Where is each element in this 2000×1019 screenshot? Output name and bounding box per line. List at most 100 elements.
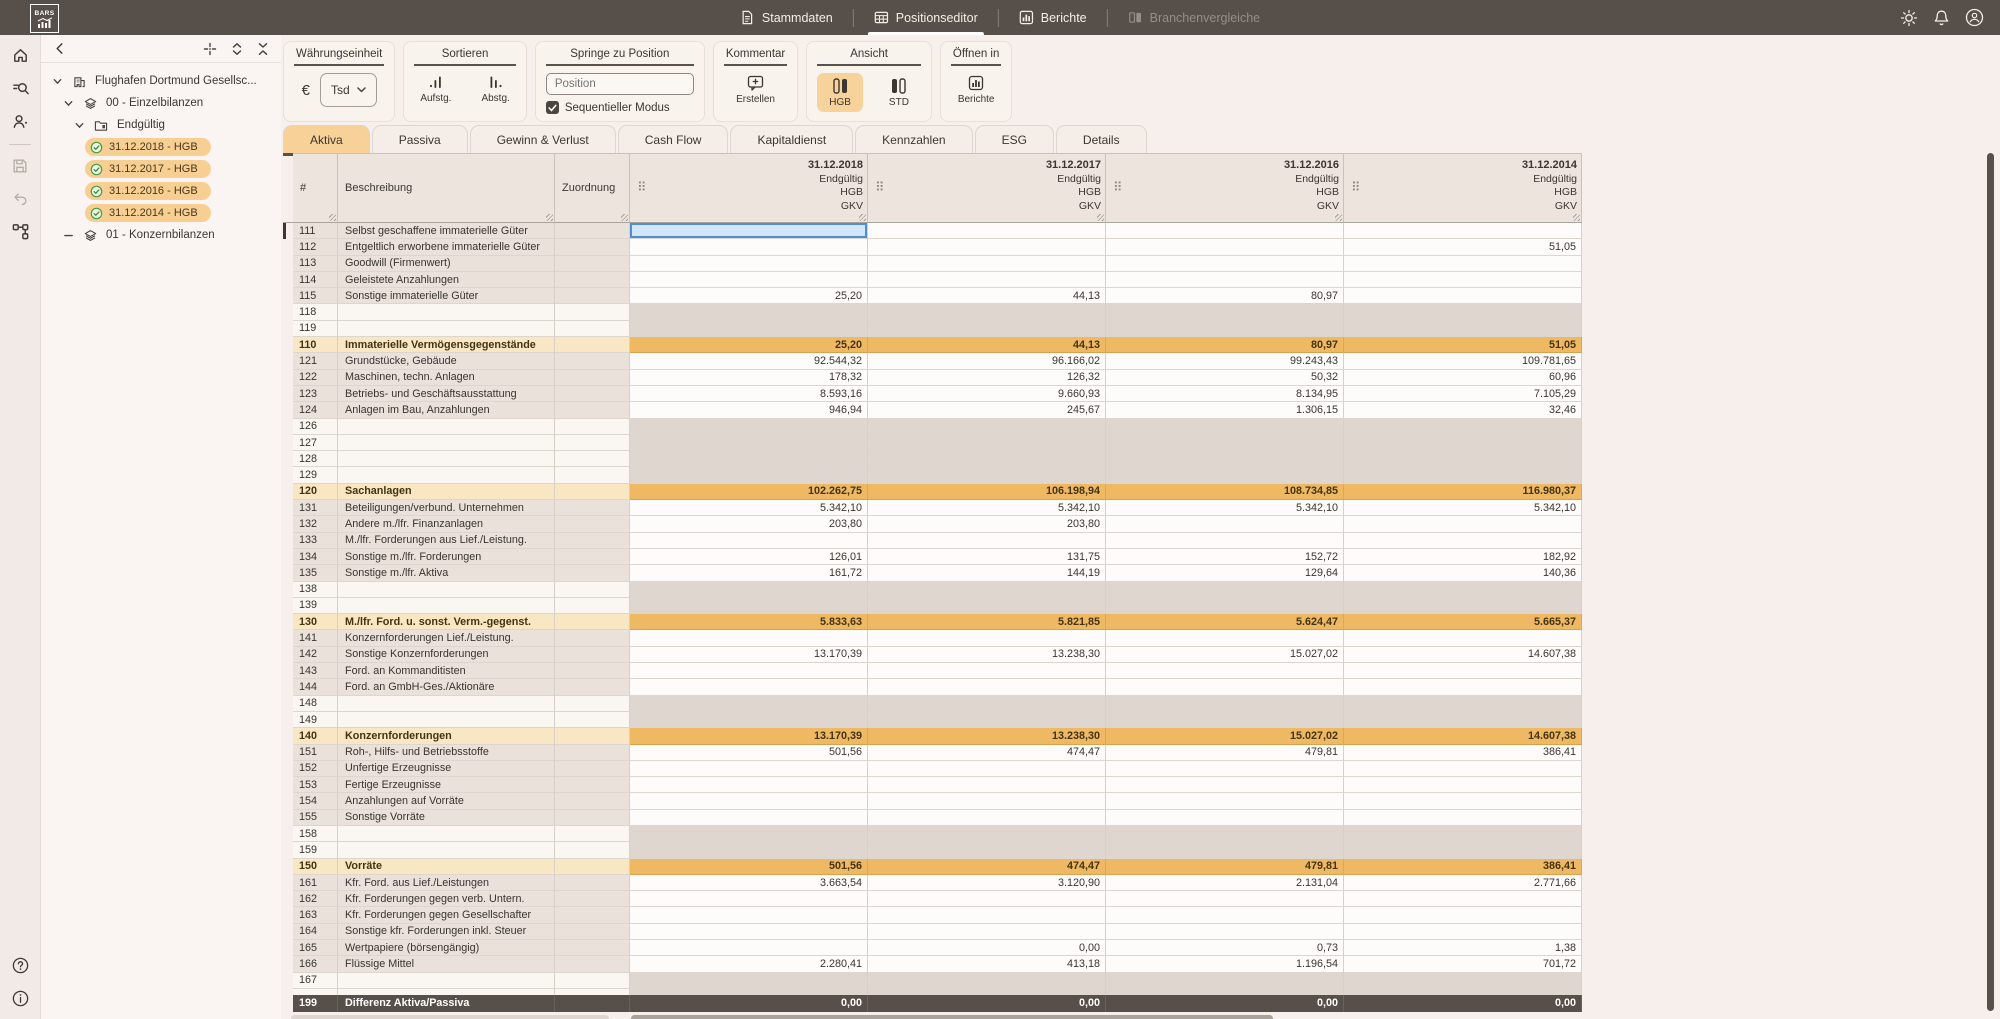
value-cell[interactable] bbox=[630, 239, 868, 256]
value-cell[interactable] bbox=[1344, 516, 1582, 533]
theme-icon[interactable] bbox=[1900, 9, 1918, 27]
value-cell[interactable]: 0,00 bbox=[630, 995, 868, 1012]
value-cell[interactable]: 131,75 bbox=[868, 548, 1106, 566]
value-cell[interactable] bbox=[630, 418, 868, 435]
value-cell[interactable] bbox=[868, 988, 1106, 995]
value-cell[interactable]: 5.342,10 bbox=[868, 500, 1106, 517]
value-cell[interactable] bbox=[1106, 923, 1344, 941]
value-cell[interactable] bbox=[630, 711, 868, 729]
bilanz-pill[interactable]: 31.12.2014 - HGB bbox=[85, 204, 211, 222]
value-cell[interactable] bbox=[1106, 842, 1344, 859]
row-zuordnung-cell[interactable] bbox=[555, 516, 630, 533]
value-cell[interactable]: 3.120,90 bbox=[868, 874, 1106, 892]
row-zuordnung-cell[interactable] bbox=[555, 337, 630, 354]
tree-item-bilanz[interactable]: 31.12.2014 - HGB bbox=[41, 202, 281, 224]
value-cell[interactable]: 701,72 bbox=[1344, 956, 1582, 973]
row-zuordnung-cell[interactable] bbox=[555, 630, 630, 647]
row-zuordnung-cell[interactable] bbox=[555, 842, 630, 859]
value-cell[interactable] bbox=[1344, 988, 1582, 995]
value-cell[interactable] bbox=[1344, 695, 1582, 712]
value-cell[interactable] bbox=[1344, 434, 1582, 452]
value-cell[interactable]: 245,67 bbox=[868, 402, 1106, 419]
value-cell[interactable]: 14.607,38 bbox=[1344, 646, 1582, 664]
value-cell[interactable]: 7.105,29 bbox=[1344, 385, 1582, 403]
value-cell[interactable] bbox=[1106, 793, 1344, 810]
tree-item-bilanz[interactable]: 31.12.2016 - HGB bbox=[41, 180, 281, 202]
value-cell[interactable] bbox=[1106, 320, 1344, 338]
row-zuordnung-cell[interactable] bbox=[555, 711, 630, 729]
tab-aktiva[interactable]: Aktiva bbox=[283, 125, 370, 156]
value-cell[interactable]: 15.027,02 bbox=[1106, 728, 1344, 745]
value-cell[interactable]: 152,72 bbox=[1106, 548, 1344, 566]
row-zuordnung-cell[interactable] bbox=[555, 385, 630, 403]
row-zuordnung-cell[interactable] bbox=[555, 728, 630, 745]
value-cell[interactable] bbox=[630, 597, 868, 615]
tree-item[interactable]: 00 - Einzelbilanzen bbox=[41, 92, 281, 114]
value-cell[interactable] bbox=[1344, 223, 1582, 240]
value-cell[interactable] bbox=[630, 940, 868, 957]
value-cell[interactable] bbox=[868, 451, 1106, 468]
home-icon[interactable] bbox=[0, 43, 40, 68]
value-cell[interactable] bbox=[630, 451, 868, 468]
column-drag-handle[interactable]: ⠿ bbox=[1351, 180, 1361, 196]
value-cell[interactable]: 0,00 bbox=[1344, 995, 1582, 1012]
value-cell[interactable]: 96.166,02 bbox=[868, 353, 1106, 370]
value-cell[interactable]: 80,97 bbox=[1106, 337, 1344, 354]
value-cell[interactable] bbox=[1344, 972, 1582, 989]
add-user-icon[interactable] bbox=[0, 109, 40, 134]
row-zuordnung-cell[interactable] bbox=[555, 239, 630, 256]
row-zuordnung-cell[interactable] bbox=[555, 663, 630, 680]
info-icon[interactable] bbox=[0, 986, 40, 1011]
value-cell[interactable]: 44,13 bbox=[868, 337, 1106, 354]
row-zuordnung-cell[interactable] bbox=[555, 565, 630, 582]
value-cell[interactable]: 32,46 bbox=[1344, 402, 1582, 419]
value-cell[interactable] bbox=[868, 809, 1106, 826]
value-cell[interactable] bbox=[868, 223, 1106, 240]
tree-item[interactable]: Flughafen Dortmund Gesellsc... bbox=[41, 70, 281, 92]
value-cell[interactable] bbox=[630, 891, 868, 908]
sort-descending-button[interactable]: Abstg. bbox=[475, 73, 515, 106]
value-cell[interactable] bbox=[1106, 891, 1344, 908]
chevron-down-icon[interactable] bbox=[60, 98, 76, 109]
value-cell[interactable] bbox=[868, 581, 1106, 598]
value-cell[interactable]: 1.196,54 bbox=[1106, 956, 1344, 973]
value-cell[interactable]: 5.821,85 bbox=[868, 614, 1106, 631]
row-zuordnung-cell[interactable] bbox=[555, 679, 630, 696]
value-cell[interactable]: 474,47 bbox=[868, 858, 1106, 875]
value-cell[interactable] bbox=[1344, 320, 1582, 338]
value-cell[interactable]: 501,56 bbox=[630, 744, 868, 761]
value-cell[interactable] bbox=[1106, 271, 1344, 289]
row-zuordnung-cell[interactable] bbox=[555, 646, 630, 664]
value-cell[interactable]: 109.781,65 bbox=[1344, 353, 1582, 370]
value-cell[interactable]: 2.131,04 bbox=[1106, 874, 1344, 892]
value-cell[interactable]: 13.170,39 bbox=[630, 646, 868, 664]
value-cell[interactable] bbox=[1106, 581, 1344, 598]
value-cell[interactable]: 2.771,66 bbox=[1344, 874, 1582, 892]
nav-berichte[interactable]: Berichte bbox=[999, 0, 1107, 35]
value-cell[interactable]: 80,97 bbox=[1106, 288, 1344, 305]
undo-icon[interactable] bbox=[0, 186, 40, 211]
tab-cash-flow[interactable]: Cash Flow bbox=[617, 125, 729, 153]
value-cell[interactable] bbox=[1344, 809, 1582, 826]
value-cell[interactable]: 178,32 bbox=[630, 369, 868, 386]
value-cell[interactable] bbox=[630, 304, 868, 321]
value-cell[interactable]: 8.593,16 bbox=[630, 385, 868, 403]
value-cell[interactable]: 99.243,43 bbox=[1106, 353, 1344, 370]
row-zuordnung-cell[interactable] bbox=[555, 369, 630, 386]
tab-kennzahlen[interactable]: Kennzahlen bbox=[855, 125, 973, 153]
value-cell[interactable] bbox=[1344, 304, 1582, 321]
value-cell[interactable] bbox=[868, 663, 1106, 680]
tab-passiva[interactable]: Passiva bbox=[371, 125, 468, 153]
value-cell[interactable] bbox=[630, 581, 868, 598]
value-cell[interactable] bbox=[868, 239, 1106, 256]
value-cell[interactable] bbox=[630, 532, 868, 549]
value-cell[interactable]: 182,92 bbox=[1344, 548, 1582, 566]
row-zuordnung-cell[interactable] bbox=[555, 760, 630, 778]
value-cell[interactable]: 15.027,02 bbox=[1106, 646, 1344, 664]
value-cell[interactable] bbox=[868, 907, 1106, 924]
value-cell[interactable]: 5.624,47 bbox=[1106, 614, 1344, 631]
value-cell[interactable] bbox=[630, 434, 868, 452]
value-cell[interactable] bbox=[868, 760, 1106, 778]
value-cell[interactable] bbox=[868, 255, 1106, 272]
notifications-icon[interactable] bbox=[1933, 9, 1950, 27]
